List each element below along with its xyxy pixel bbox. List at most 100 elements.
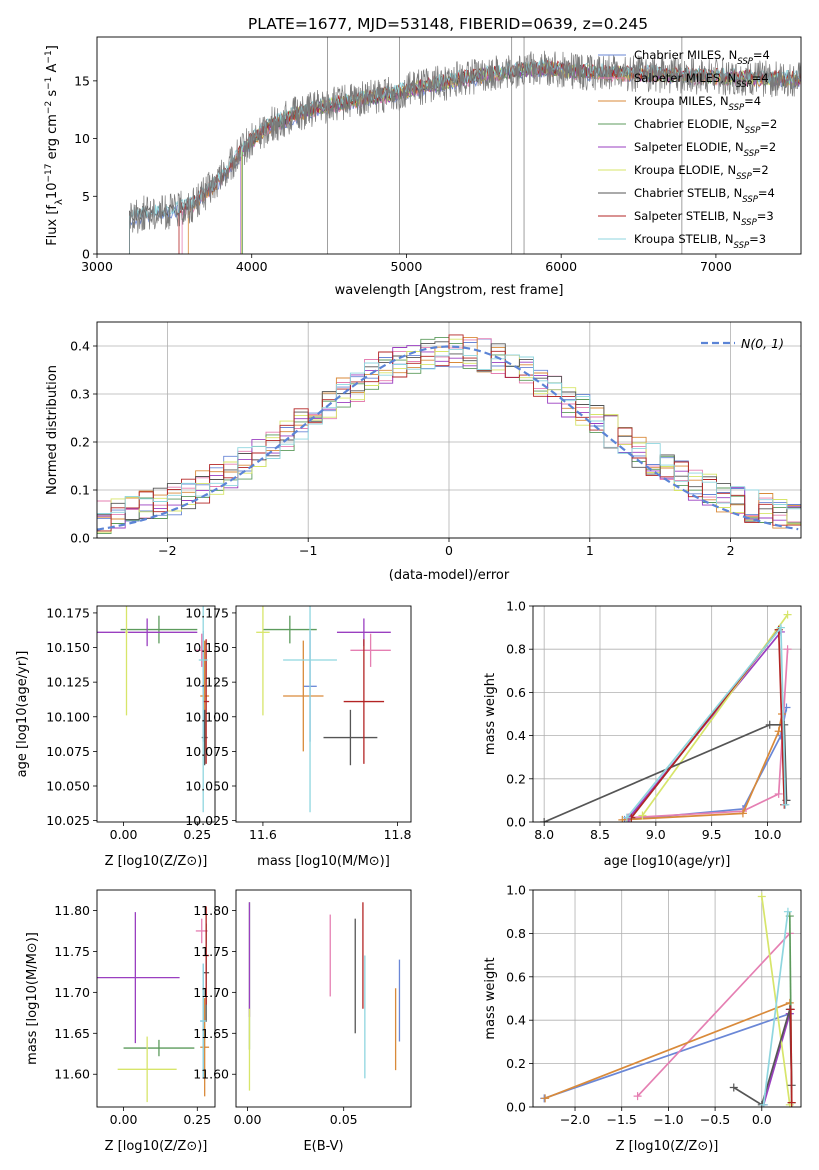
weight-marker [783, 907, 792, 916]
weight-marker [618, 815, 627, 822]
x-axis-label: (data-model)/error [389, 568, 510, 583]
x-tick-label: 0 [445, 543, 453, 558]
weight-marker [759, 1100, 768, 1107]
y-tick-label: 0.8 [506, 926, 526, 941]
weight-marker [774, 789, 783, 798]
axes-frame [532, 605, 802, 823]
y-tick-label: 11.80 [54, 903, 90, 918]
weight-line-7 [543, 723, 788, 822]
weight-line-6 [760, 896, 791, 1105]
y-tick-label: 0.8 [506, 642, 526, 657]
histograms [97, 334, 801, 534]
figure-title: PLATE=1677, MJD=53148, FIBERID=0639, z=0… [248, 15, 648, 33]
plot-mass-vs-ebv: 0.00 0.05 11.60 11.65 11.70 11.75 11.80 E(B-V) [193, 889, 412, 1154]
y-tick-label: 11.70 [193, 985, 229, 1000]
legend-entry-1: Chabrier MILES, NSSP=4 [634, 48, 770, 67]
weight-line-3 [544, 1002, 791, 1100]
weight-marker [765, 720, 774, 729]
x-tick-label: −1.0 [653, 1112, 683, 1127]
y-tick-label: 11.60 [54, 1067, 90, 1082]
histogram-1 [97, 338, 801, 522]
y-tick-label: 10.100 [185, 709, 229, 724]
x-axis-label: mass [log10(M/M⊙)] [257, 854, 390, 869]
y-tick-label: 10.025 [46, 813, 90, 828]
x-tick-label: 0.25 [183, 827, 211, 842]
x-tick-label: 0.0 [752, 1112, 772, 1127]
y-tick-label: 5 [82, 189, 90, 204]
errorbar-8 [343, 639, 385, 764]
plot-age-vs-Z: 0.00 0.25 10.025 10.050 10.075 10.100 10.125 10… [15, 605, 216, 869]
y-tick-label: 1.0 [506, 883, 526, 898]
weight-marker [787, 1098, 796, 1107]
normal-curve [97, 345, 799, 531]
errorbar-5 [97, 618, 198, 647]
weight-line-2 [636, 932, 791, 1097]
x-tick-label: 11.6 [249, 827, 277, 842]
errorbar-9 [283, 606, 337, 813]
spectrum-lines [129, 37, 801, 254]
y-tick-label: 1.0 [506, 599, 526, 614]
x-tick-label: 2 [727, 543, 735, 558]
weight-marker [783, 645, 792, 654]
x-axis-label: wavelength [Angstrom, rest frame] [335, 283, 564, 298]
axes-frame [96, 889, 216, 1108]
y-tick-label: 0.2 [506, 1056, 526, 1071]
weight-lines [540, 610, 792, 822]
y-tick-label: 11.80 [193, 903, 229, 918]
y-tick-label: 0.1 [70, 483, 90, 498]
weight-marker [781, 800, 790, 809]
axes-frame [96, 36, 802, 255]
x-axis-label: E(B-V) [303, 1139, 343, 1154]
y-axis-label: mass weight [483, 957, 498, 1039]
x-tick-label: 9.5 [702, 827, 722, 842]
histogram-9 [97, 349, 801, 514]
plot-mass-vs-Z: 0.00 0.25 11.60 11.65 11.70 11.75 11.80 Z [log1… [25, 889, 216, 1154]
errorbar-9 [200, 963, 207, 1079]
x-tick-label: 0.25 [183, 1112, 211, 1127]
y-axis-label: Flux [fλ10−17 erg cm−2 s−1 A−1] [44, 45, 65, 246]
weight-marker [541, 1094, 550, 1103]
y-tick-label: 0.2 [70, 435, 90, 450]
weight-marker [729, 1083, 738, 1092]
errorbar-4 [120, 615, 198, 644]
weight-marker [776, 623, 785, 632]
errorbar-6 [117, 1036, 177, 1103]
weight-line-5 [762, 1013, 791, 1106]
legend-entry-5: Salpeter ELODIE, NSSP=2 [634, 140, 776, 159]
errorbar-4 [123, 1039, 195, 1057]
y-axis-label: mass weight [483, 673, 498, 755]
axes-frame [96, 605, 216, 823]
x-tick-label: 0.00 [110, 1112, 138, 1127]
x-tick-label: −1.5 [607, 1112, 637, 1127]
y-tick-label: 10.025 [185, 813, 229, 828]
weight-marker [540, 818, 549, 822]
axes-frame [96, 321, 802, 539]
y-tick-label: 10.050 [46, 779, 90, 794]
weight-line-8 [789, 1009, 793, 1103]
x-tick-label: 4000 [236, 259, 268, 274]
y-tick-label: 10.150 [46, 640, 90, 655]
y-tick-label: 0.0 [506, 815, 526, 830]
plot-residuals: −2 −1 0 1 2 0.0 0.1 0.2 0.3 0.4 (data-model)/error… [45, 321, 802, 583]
x-tick-label: −2 [158, 543, 176, 558]
y-tick-label: 11.70 [54, 985, 90, 1000]
y-tick-label: 0.4 [506, 728, 526, 743]
legend-entry-9: Kroupa STELIB, NSSP=3 [634, 232, 766, 251]
x-tick-label: 8.0 [534, 827, 554, 842]
x-tick-label: 9.0 [646, 827, 666, 842]
y-tick-label: 10.125 [46, 675, 90, 690]
errorbar-7 [323, 709, 378, 766]
x-tick-label: −2.0 [560, 1112, 590, 1127]
weight-line-3 [622, 713, 783, 821]
y-tick-label: 0.4 [506, 1013, 526, 1028]
errorbars [256, 606, 391, 813]
errorbar-3 [283, 640, 324, 752]
weight-marker [633, 1092, 642, 1101]
x-tick-label: 0.05 [330, 1112, 358, 1127]
y-tick-label: 10.175 [46, 605, 90, 620]
y-tick-label: 0.4 [70, 339, 90, 354]
plot-age-vs-mass: 11.6 11.8 10.025 10.050 10.075 10.100 10.125 10… [185, 605, 411, 869]
y-tick-label: 0.6 [506, 685, 526, 700]
